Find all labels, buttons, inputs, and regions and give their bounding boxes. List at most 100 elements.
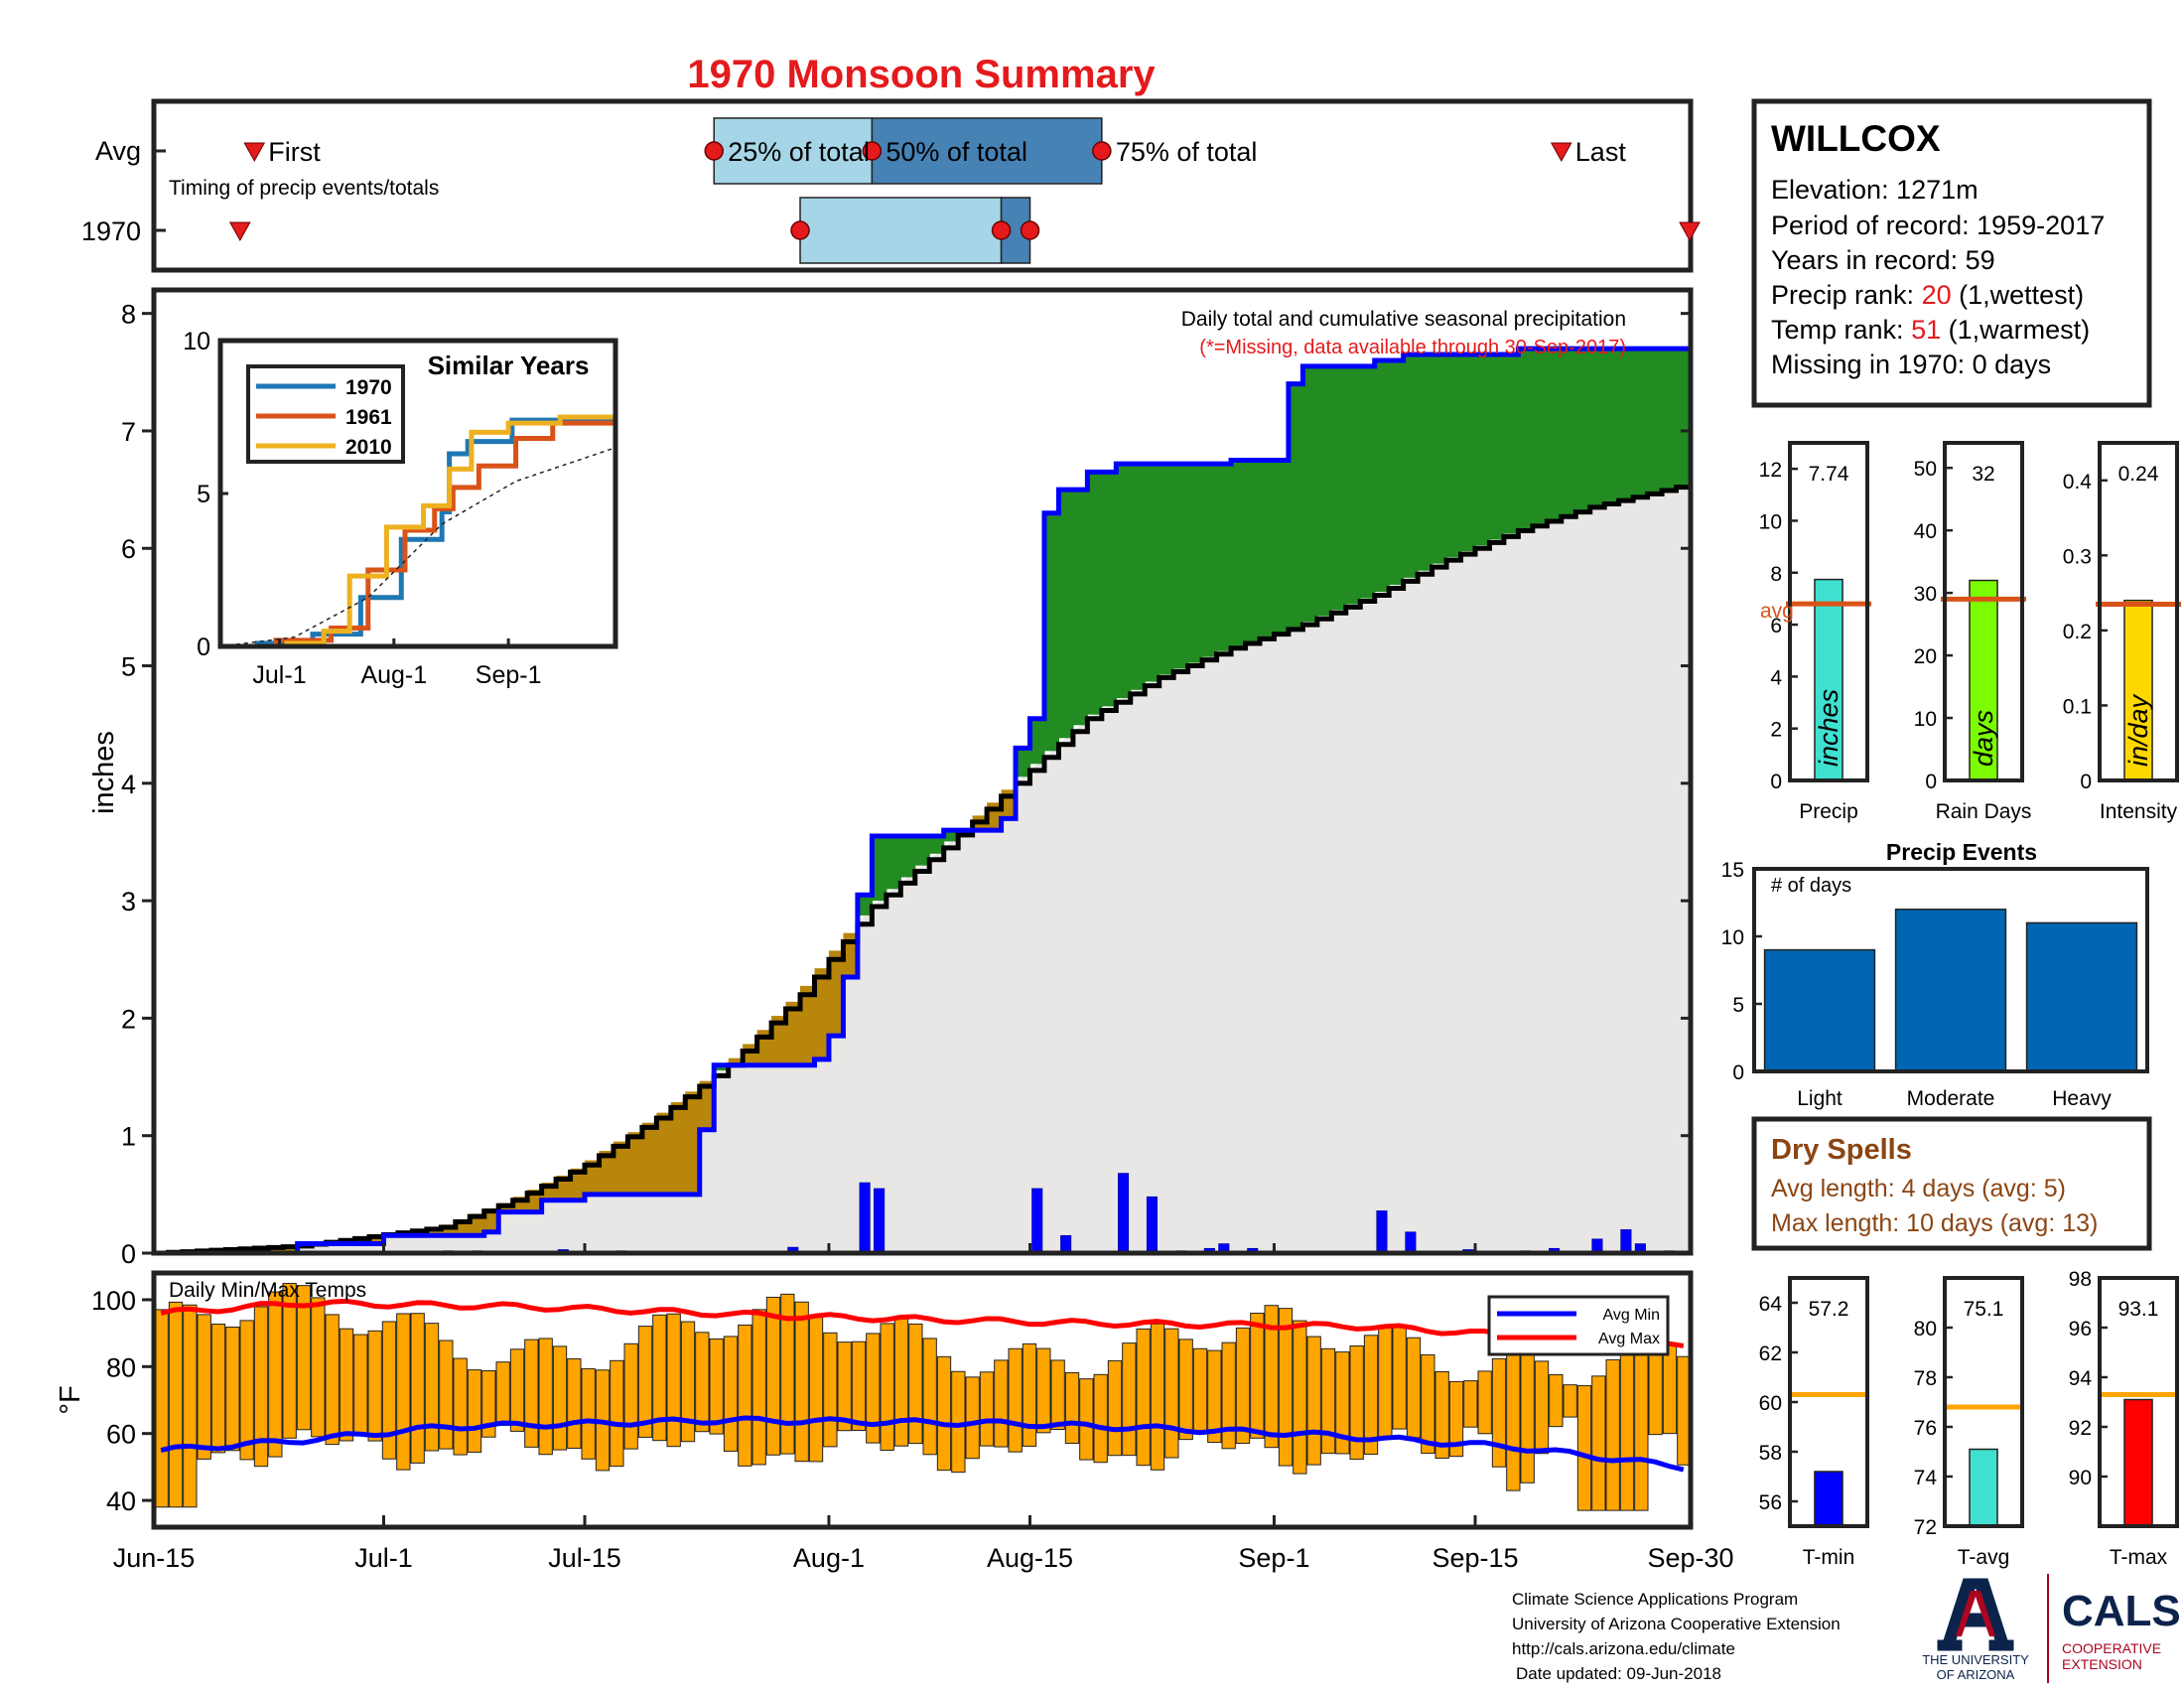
inset-x-tick-label: Jul-1 [252,661,306,689]
precip-events-bar-light [1763,948,1876,1072]
above-average-fill [1145,464,1160,682]
ua-line2: OF ARIZONA [1937,1667,2015,1682]
daily-temp-bar [666,1313,681,1448]
above-average-fill [1058,490,1074,739]
value-bar [2123,1398,2153,1527]
daily-temp-bar [1506,1349,1521,1491]
temp-y-tick-label: 100 [91,1286,136,1316]
station-info-box: WILLCOX Elevation: 1271m Period of recor… [1751,98,2152,408]
daily-temp-bar [1221,1341,1236,1450]
above-average-fill [872,836,887,902]
timing-panel: Avg 1970 Timing of precip events/totals … [81,98,1701,273]
cals-sub2: EXTENSION [2062,1656,2142,1672]
daily-temp-bar [1022,1342,1037,1447]
precip-events-title: Precip Events [1886,839,2037,865]
value-bar [1814,1471,1843,1527]
daily-temp-bar [652,1314,667,1442]
timing-row-label-year: 1970 [81,216,141,246]
panel-category-label: T-min [1803,1546,1855,1569]
x-tick-label: Sep-15 [1432,1543,1518,1573]
year-last-marker [1679,221,1701,242]
below-average-fill [613,1141,629,1195]
daily-temp-bar [481,1370,496,1438]
station-temp-rank: Temp rank: 51 (1,warmest) [1771,315,2090,345]
y-tick-label: 0 [121,1239,136,1269]
similar-years-avg-line [219,447,616,647]
daily-temp-bar [1448,1380,1464,1458]
below-average-fill [800,985,816,1065]
temp-y-tick-label: 40 [106,1486,136,1516]
daily-temp-bar [1093,1373,1108,1464]
daily-temp-bar [965,1376,980,1460]
panel-y-tick-label: 74 [1914,1467,1938,1489]
daily-temp-bar [808,1317,824,1463]
above-average-fill [1647,349,1663,493]
daily-temp-bar [837,1341,852,1432]
panel-y-tick-label: 40 [1914,520,1937,543]
daily-temp-bar [424,1323,440,1452]
precip-events-panel: Precip Events Light Moderate Heavy 0 5 10 15 #… [1721,839,2149,1110]
panel-category-label: Rain Days [1936,800,2032,823]
below-average-fill [699,1080,715,1130]
daily-temp-bar [1619,1342,1635,1511]
below-average-fill [685,1091,701,1195]
above-average-fill [1518,349,1534,529]
daily-temp-bar [1491,1357,1507,1468]
temperature-caption: Daily Min/Max Temps [169,1279,366,1302]
main-precip-ylabel: inches [88,731,120,814]
daily-temp-bar [1122,1342,1137,1457]
university-of-arizona-logo: THE UNIVERSITY OF ARIZONA [1922,1578,2029,1682]
daily-temp-bar [381,1321,397,1460]
daily-temp-bar [154,1309,169,1508]
x-tick-label: Aug-1 [793,1543,865,1573]
temperature-frame [151,1270,1694,1530]
temp-summary-panel-t-min: 56 58 60 62 64 57.2 T-min [1759,1276,1869,1569]
below-both-fill [154,484,1691,1253]
x-tick-label: Jul-15 [548,1543,621,1573]
below-average-fill [728,1058,744,1065]
dry-spells-max: Max length: 10 days (avg: 13) [1771,1209,2098,1237]
value-bar [1814,578,1843,781]
avg-temp-lines [160,1298,1685,1473]
daily-temp-bar [339,1328,354,1442]
value-bar [1969,1448,1998,1527]
panel-frame [1943,441,2024,782]
daily-temp-bar [183,1304,198,1508]
below-average-fill [670,1101,686,1195]
main-precip-y-axis: 0 1 2 3 4 5 6 7 8 [121,300,1691,1269]
timing-row-label-avg: Avg [95,136,141,166]
panel-y-tick-label: 50 [1914,458,1937,481]
panel-y-tick-label: 8 [1770,563,1782,586]
daily-temp-bar [1306,1336,1321,1466]
station-years: Years in record: 59 [1771,245,1995,275]
daily-temp-bar [1293,1320,1307,1475]
above-average-fill [943,830,959,842]
daily-temp-bar [637,1326,653,1438]
above-average-fill [914,836,930,866]
above-average-fill [1016,748,1031,777]
below-average-fill [656,1112,672,1195]
above-average-fill [1072,490,1088,726]
precip-events-category-label: Light [1797,1087,1843,1110]
daily-temp-bar [880,1323,894,1452]
daily-temp-bar [1563,1384,1577,1418]
above-average-fill [857,895,873,916]
footer-url: http://cals.arizona.edu/climate [1512,1639,1735,1658]
above-average-fill [1662,349,1678,490]
footer: Climate Science Applications Program Uni… [1512,1574,2181,1683]
daily-temp-bar [1349,1345,1364,1461]
daily-temp-bar [1250,1313,1265,1439]
above-average-fill [1130,464,1146,690]
panel-y-tick-label: 0 [1770,771,1782,793]
above-average-fill [1561,349,1576,514]
above-average-fill [1187,464,1203,663]
similar-years-inset: 0 5 10 Jul-1 Aug-1 Sep-1 Similar Years 1970 1… [183,328,618,689]
above-average-fill [1202,464,1218,657]
x-tick-label: Sep-30 [1647,1543,1733,1573]
daily-temp-bar [1605,1358,1620,1511]
daily-temp-bar [738,1324,752,1467]
year-75-marker [1020,220,1040,240]
above-average-fill [1403,354,1419,578]
similar-years-lines [219,404,618,649]
above-average-fill [1618,349,1634,499]
